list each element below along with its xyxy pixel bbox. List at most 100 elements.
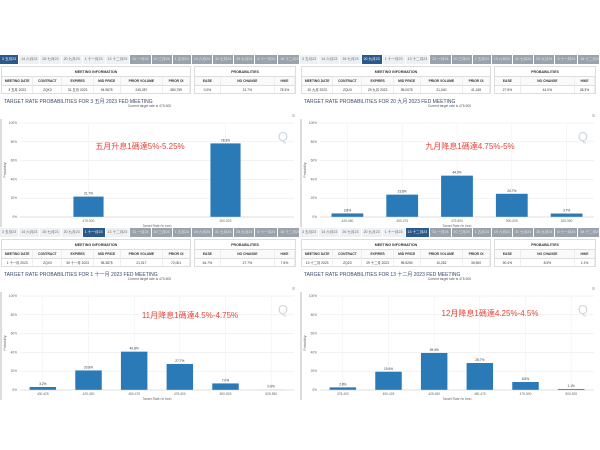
meeting-tab[interactable]: 31 一月24: [130, 228, 151, 237]
column-header: MID PRICE: [393, 77, 421, 85]
column-header: EASE: [195, 250, 221, 258]
meeting-tab[interactable]: 14 六月23: [19, 55, 40, 64]
meeting-tab[interactable]: 26 七月23: [40, 228, 61, 237]
meeting-tab[interactable]: 3 五月23: [300, 55, 319, 64]
meeting-tab[interactable]: 6 十一月24: [255, 228, 278, 237]
left-border: [300, 292, 302, 400]
meeting-tab[interactable]: 13 十二月23: [405, 55, 430, 64]
bar: [329, 387, 357, 390]
meeting-tab[interactable]: 20 三月24: [451, 55, 472, 64]
meeting-value: 21,017: [120, 258, 164, 266]
meeting-table: MEETING INFORMATION MEETING DATE CONTRACT E…: [300, 66, 599, 94]
meeting-value: 20 九月 2023: [302, 85, 334, 93]
meeting-tab[interactable]: 3 五月23: [300, 228, 319, 237]
data-label: 0.6%: [268, 384, 275, 388]
x-tick-label: 375-400: [337, 392, 349, 396]
left-border: [0, 119, 2, 227]
y-tick-label: 40%: [311, 350, 318, 354]
meeting-tab[interactable]: 25 九月24: [534, 55, 555, 64]
meeting-info-group: MEETING INFORMATION MEETING DATE CONTRACT E…: [1, 239, 191, 267]
meeting-tab[interactable]: 19 六月24: [491, 228, 513, 237]
meeting-tab[interactable]: 20 九月23: [61, 55, 82, 64]
meeting-tab[interactable]: 26 七月23: [340, 228, 361, 237]
annotation-text: 五月升息1碼達5%-5.25%: [95, 141, 184, 151]
meeting-tab[interactable]: 13 十二月23: [105, 55, 130, 64]
meeting-tab[interactable]: 18 十二月24: [578, 55, 599, 64]
data-label: 78.3%: [221, 138, 230, 142]
meeting-tab[interactable]: 1 五月24: [172, 55, 191, 64]
meeting-tab[interactable]: 20 三月24: [151, 228, 172, 237]
meeting-tab[interactable]: 3 五月23: [0, 55, 19, 64]
header-row: EASE NO CHANGE HIKE: [195, 250, 295, 258]
meeting-tab[interactable]: 14 六月23: [319, 228, 340, 237]
menu-icon[interactable]: ≡: [292, 286, 295, 292]
meeting-tab[interactable]: 31 一月24: [430, 55, 451, 64]
meeting-tab[interactable]: 31 七月24: [213, 228, 234, 237]
bar-chart: 0% 20% 40% 60% 80% 100% Probability 3.2% 400-425…: [0, 292, 294, 400]
menu-icon[interactable]: ≡: [592, 286, 595, 292]
y-tick-label: 100%: [309, 121, 317, 125]
meeting-tab[interactable]: 20 九月23: [361, 228, 382, 237]
meeting-tab[interactable]: 31 七月24: [513, 55, 534, 64]
data-label: 40.8%: [130, 347, 139, 351]
meeting-tab[interactable]: 20 九月23: [361, 55, 382, 64]
meeting-value: 72,001: [163, 258, 190, 266]
meeting-tab[interactable]: 6 十一月24: [555, 55, 578, 64]
current-target-text: Current target rate is 475-500: [427, 277, 472, 281]
meeting-tab[interactable]: 1 十一月23: [82, 55, 105, 64]
bar: [386, 194, 419, 217]
probability-value: 27.5%: [495, 85, 521, 93]
meeting-tab[interactable]: 26 七月23: [40, 55, 61, 64]
meeting-tab[interactable]: 1 五月24: [472, 55, 491, 64]
meeting-tab[interactable]: 19 六月24: [191, 55, 213, 64]
meeting-tab[interactable]: 31 一月24: [130, 55, 151, 64]
meeting-tab[interactable]: 19 六月24: [491, 55, 513, 64]
meeting-tab[interactable]: 25 九月24: [534, 228, 555, 237]
data-label: 3.2%: [39, 382, 46, 386]
probability-value: 8.5%: [520, 258, 575, 266]
annotation-text: 11月降息1碼達4.5%-4.75%: [142, 310, 238, 320]
column-header: EASE: [495, 77, 521, 85]
meeting-value: 29 九月 2023: [362, 85, 394, 93]
bar-chart: 0% 20% 40% 60% 80% 100% Probability 2.8% 375-400…: [300, 292, 594, 400]
meeting-tab[interactable]: 6 十一月24: [555, 228, 578, 237]
meeting-tab[interactable]: 19 六月24: [191, 228, 213, 237]
watermark-q-logo: Q: [278, 129, 288, 144]
fedwatch-panel: 3 五月23 14 六月23 26 七月23 20 九月23 1 十一月23 13 十二月…: [0, 55, 299, 227]
annotation-text: 12月降息1碼達4.25%-4.5%: [442, 308, 539, 318]
meeting-tab[interactable]: 13 十二月23: [105, 228, 130, 237]
meeting-tab[interactable]: 3 五月23: [0, 228, 19, 237]
meeting-tab[interactable]: 18 十二月24: [278, 228, 299, 237]
y-tick-label: 0%: [12, 215, 17, 219]
meeting-info-header: MEETING INFORMATION: [302, 67, 490, 77]
meeting-tab[interactable]: 1 五月24: [472, 228, 491, 237]
meeting-tab[interactable]: 20 三月24: [451, 228, 472, 237]
meeting-tab[interactable]: 1 十一月23: [82, 228, 105, 237]
menu-icon[interactable]: ≡: [592, 113, 595, 119]
meeting-tab[interactable]: 20 三月24: [151, 55, 172, 64]
menu-icon[interactable]: ≡: [292, 113, 295, 119]
meeting-tab[interactable]: 25 九月24: [234, 228, 255, 237]
meeting-tab[interactable]: 1 五月24: [172, 228, 191, 237]
meeting-tab[interactable]: 31 七月24: [213, 55, 234, 64]
value-row: 64.7% 27.7% 7.6%: [195, 258, 295, 266]
meeting-tab[interactable]: 31 七月24: [513, 228, 534, 237]
meeting-tab[interactable]: 6 十一月24: [255, 55, 278, 64]
meeting-tab[interactable]: 14 六月23: [19, 228, 40, 237]
meeting-tab[interactable]: 1 十一月23: [382, 55, 405, 64]
meeting-tab[interactable]: 26 七月23: [340, 55, 361, 64]
meeting-tab[interactable]: 18 十二月24: [578, 228, 599, 237]
bar: [550, 213, 583, 217]
meeting-tab[interactable]: 13 十二月23: [405, 228, 430, 237]
meeting-tab[interactable]: 18 十二月24: [278, 55, 299, 64]
column-header: PRIOR VOLUME: [420, 250, 464, 258]
meeting-tab[interactable]: 14 六月23: [319, 55, 340, 64]
meeting-tab[interactable]: 31 一月24: [430, 228, 451, 237]
meeting-tab[interactable]: 20 九月23: [61, 228, 82, 237]
y-tick-label: 60%: [11, 159, 18, 163]
meeting-tab[interactable]: 25 九月24: [234, 55, 255, 64]
data-label: 3.8%: [344, 208, 351, 212]
y-tick-label: 0%: [312, 215, 317, 219]
meeting-tab[interactable]: 1 十一月23: [382, 228, 405, 237]
watermark-q-logo: Q: [578, 302, 588, 317]
